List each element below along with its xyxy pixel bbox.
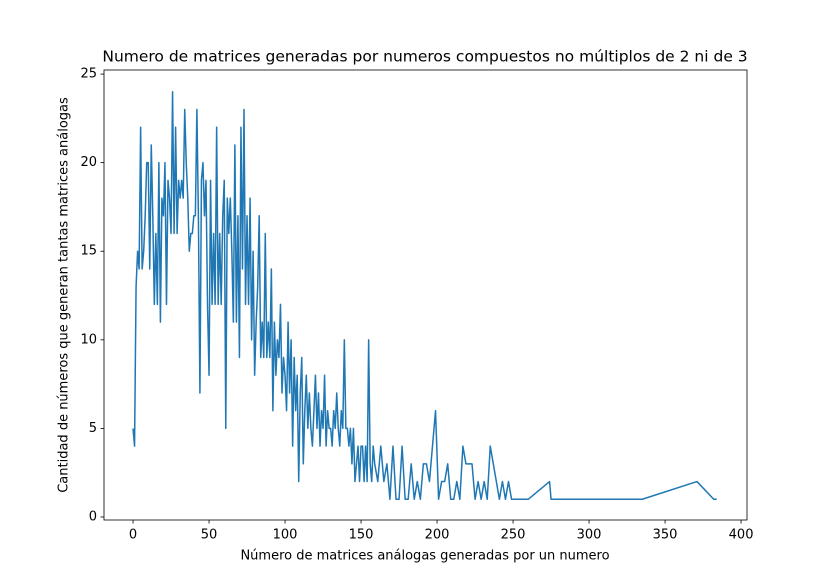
x-tick-label: 400 [729, 528, 754, 543]
y-tick-label: 15 [80, 244, 97, 259]
x-tick-label: 0 [129, 528, 137, 543]
y-tick-label: 5 [89, 421, 97, 436]
y-tick-label: 0 [89, 509, 97, 524]
y-tick-label: 10 [80, 332, 97, 347]
y-tick-label: 25 [80, 67, 97, 82]
chart-title: Numero de matrices generadas por numeros… [102, 48, 747, 66]
y-tick-label: 20 [80, 155, 97, 170]
data-line [132, 91, 717, 501]
axes-frame [103, 69, 748, 521]
x-tick-label: 300 [577, 528, 602, 543]
x-tick-label: 200 [425, 528, 450, 543]
x-tick-label: 100 [273, 528, 298, 543]
x-axis-label: Número de matrices análogas generadas po… [240, 549, 609, 564]
x-tick-label: 350 [653, 528, 678, 543]
x-tick-label: 150 [349, 528, 374, 543]
x-tick-label: 50 [201, 528, 218, 543]
x-tick-label: 250 [501, 528, 526, 543]
y-axis-label: Cantidad de números que generan tantas m… [57, 97, 72, 493]
